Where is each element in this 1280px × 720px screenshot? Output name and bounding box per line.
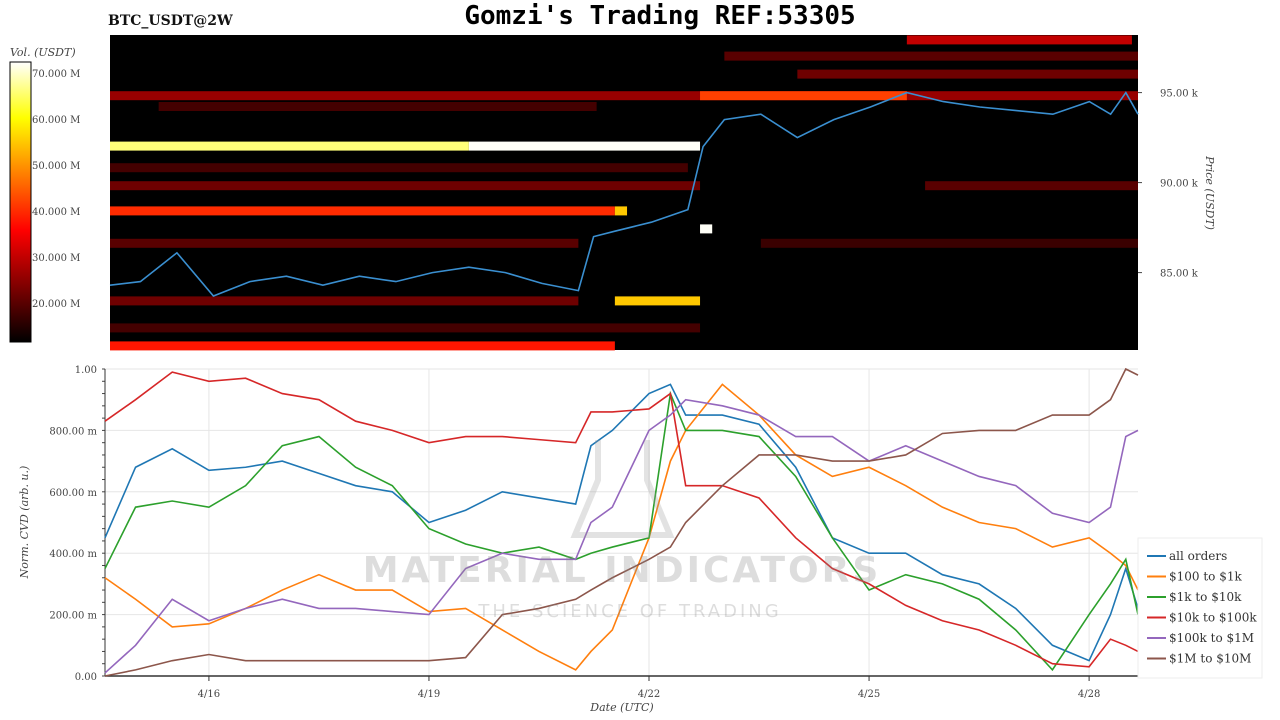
series-line-3 — [104, 371, 1139, 668]
heatmap-band — [110, 296, 579, 306]
legend-entry: $10k to $100k — [1169, 611, 1257, 625]
watermark-name: MATERIAL INDICATORS — [363, 550, 882, 591]
x-tick-label: 4/28 — [1078, 689, 1100, 700]
price-line — [109, 91, 1139, 297]
colorbar-label: Vol. (USDT) — [10, 46, 76, 59]
legend-entry: all orders — [1169, 549, 1227, 563]
heatmap-band — [614, 296, 701, 306]
heatmap-band — [724, 51, 1138, 61]
colorbar-tick-label: 50.000 M — [32, 161, 80, 172]
series-line-1 — [104, 383, 1139, 671]
colorbar: 20.000 M 30.000 M 40.000 M 50.000 M 60.000 M… — [9, 61, 80, 343]
heatmap-band — [110, 181, 701, 191]
series-line-5 — [104, 367, 1139, 677]
y-tick-label: 600.00 m — [49, 488, 97, 499]
legend-box — [1137, 537, 1263, 679]
colorbar-gradient — [9, 61, 32, 343]
colorbar-tick-label: 40.000 M — [32, 207, 80, 218]
price-axis-label: Price (USDT) — [1203, 155, 1216, 230]
colorbar-tick-label: 30.000 M — [32, 253, 80, 264]
heatmap-band — [110, 163, 688, 173]
heatmap: 85.00 k 90.00 k 95.00 k — [109, 35, 1199, 351]
colorbar-tick-label: 20.000 M — [32, 299, 80, 310]
date-axis-label: Date (UTC) — [589, 701, 653, 714]
heatmap-band — [925, 181, 1138, 191]
legend: all orders $100 to $1k $1k to $10k $10k to … — [1137, 537, 1263, 679]
series-line-4 — [104, 398, 1139, 674]
heatmap-band — [110, 206, 615, 216]
heatmap-band — [906, 35, 1132, 45]
y-tick-label: 200.00 m — [49, 611, 97, 622]
y-tick-label: 1.00 — [75, 365, 97, 376]
heatmap-band — [110, 238, 579, 248]
x-tick-label: 4/25 — [858, 689, 880, 700]
series-line-2 — [104, 390, 1139, 672]
page-title: Gomzi's Trading REF:53305 — [464, 1, 855, 31]
heatmap-band — [158, 102, 597, 111]
x-tick-label: 4/22 — [638, 689, 660, 700]
heatmap-band — [797, 69, 1138, 79]
heatmap-band — [760, 238, 1138, 248]
colorbar-tick-label: 60.000 M — [32, 115, 80, 126]
price-tick-label: 85.00 k — [1160, 269, 1199, 280]
x-tick-label: 4/19 — [418, 689, 440, 700]
y-tick-label: 0.00 — [75, 672, 97, 683]
heatmap-band — [700, 91, 907, 101]
heatmap-band — [110, 141, 469, 151]
y-tick-label: 400.00 m — [49, 549, 97, 560]
price-tick-label: 95.00 k — [1160, 89, 1199, 100]
heatmap-band — [614, 206, 628, 216]
cvd-axis-label: Norm. CVD (arb. u.) — [18, 466, 31, 580]
heatmap-band — [700, 224, 713, 234]
series-line-0 — [104, 383, 1139, 662]
legend-entry: $1M to $10M — [1169, 652, 1251, 666]
x-tick-label: 4/16 — [198, 689, 220, 700]
legend-entry: $1k to $10k — [1169, 590, 1242, 604]
watermark-logo: MATERIAL INDICATORS THE SCIENCE OF TRADI… — [363, 440, 882, 622]
y-tick-label: 800.00 m — [49, 426, 97, 437]
heatmap-band — [110, 91, 1138, 101]
heatmap-title: BTC_USDT@2W — [108, 13, 233, 29]
legend-entry: $100k to $1M — [1169, 631, 1254, 645]
cvd-chart: 0.00 200.00 m 400.00 m 600.00 m 800.00 m 1.00… — [49, 365, 1139, 700]
heatmap-band — [110, 323, 701, 333]
colorbar-tick-label: 70.000 M — [32, 69, 80, 80]
heatmap-band — [110, 341, 615, 351]
legend-entry: $100 to $1k — [1169, 570, 1242, 584]
price-tick-label: 90.00 k — [1160, 179, 1199, 190]
watermark-tagline: THE SCIENCE OF TRADING — [477, 601, 781, 622]
heatmap-band — [468, 141, 701, 151]
flask-icon — [570, 440, 675, 538]
